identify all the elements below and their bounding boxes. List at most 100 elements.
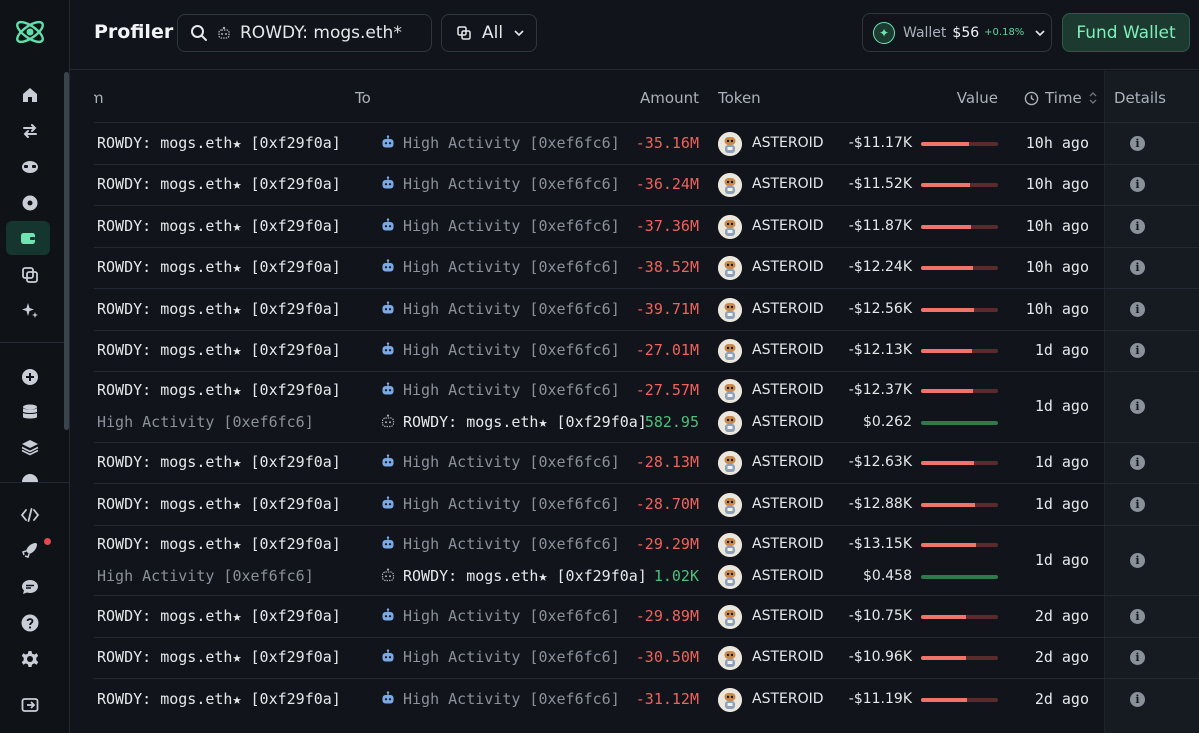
wallet-icon[interactable] xyxy=(6,221,50,255)
to-address[interactable]: ROWDY: mogs.eth★ [0xf29f0a] xyxy=(380,567,647,585)
plus-circle-icon[interactable] xyxy=(13,362,47,392)
from-address[interactable]: ROWDY: mogs.eth★ [0xf29f0a] xyxy=(97,453,341,472)
token-name[interactable]: ASTEROID xyxy=(752,300,824,317)
info-icon[interactable]: i xyxy=(1130,135,1145,151)
from-address[interactable]: ROWDY: mogs.eth★ [0xf29f0a] xyxy=(97,216,341,235)
filter-dropdown[interactable]: All xyxy=(441,14,537,52)
table-row[interactable]: ROWDY: mogs.eth★ [0xf29f0a] High Activity… xyxy=(94,441,1199,484)
token-name[interactable]: ASTEROID xyxy=(752,454,824,471)
column-header-from[interactable]: m xyxy=(94,89,104,107)
to-address[interactable]: High Activity [0xef6fc6] xyxy=(380,217,620,235)
info-icon[interactable]: i xyxy=(1130,301,1145,317)
target-icon[interactable] xyxy=(13,188,47,218)
to-address[interactable]: High Activity [0xef6fc6] xyxy=(380,453,620,471)
token-name[interactable]: ASTEROID xyxy=(752,176,824,193)
sparkle-icon[interactable] xyxy=(13,296,47,326)
token-name[interactable]: ASTEROID xyxy=(752,607,824,624)
to-address[interactable]: ROWDY: mogs.eth★ [0xf29f0a] xyxy=(380,413,647,431)
logo-icon[interactable] xyxy=(12,14,48,50)
swap-icon[interactable] xyxy=(13,116,47,146)
glasses-icon[interactable] xyxy=(13,152,47,182)
settings-icon[interactable] xyxy=(13,644,47,674)
table-row[interactable]: ROWDY: mogs.eth★ [0xf29f0a] High Activity… xyxy=(94,524,1199,596)
rocket-icon[interactable] xyxy=(13,535,51,565)
from-address[interactable]: ROWDY: mogs.eth★ [0xf29f0a] xyxy=(97,381,341,399)
fund-wallet-button[interactable]: Fund Wallet xyxy=(1062,13,1190,52)
from-address[interactable]: ROWDY: mogs.eth★ [0xf29f0a] xyxy=(97,299,341,318)
table-row[interactable]: ROWDY: mogs.eth★ [0xf29f0a] High Activity… xyxy=(94,329,1199,372)
from-address[interactable]: High Activity [0xef6fc6] xyxy=(97,566,314,585)
table-row[interactable]: ROWDY: mogs.eth★ [0xf29f0a] High Activity… xyxy=(94,288,1199,330)
column-header-amount[interactable]: Amount xyxy=(640,89,699,107)
token-name[interactable]: ASTEROID xyxy=(752,342,824,359)
search-input[interactable]: ROWDY: mogs.eth* xyxy=(177,14,432,52)
from-address[interactable]: ROWDY: mogs.eth★ [0xf29f0a] xyxy=(97,341,341,360)
info-icon[interactable]: i xyxy=(1130,455,1145,471)
from-address[interactable]: ROWDY: mogs.eth★ [0xf29f0a] xyxy=(97,606,341,625)
info-icon[interactable]: i xyxy=(1130,552,1145,568)
column-header-to[interactable]: To xyxy=(355,89,371,107)
token-name[interactable]: ASTEROID xyxy=(752,134,824,151)
from-address[interactable]: ROWDY: mogs.eth★ [0xf29f0a] xyxy=(97,133,341,152)
token-name[interactable]: ASTEROID xyxy=(752,567,824,584)
from-address[interactable]: ROWDY: mogs.eth★ [0xf29f0a] xyxy=(97,175,341,194)
to-address[interactable]: High Activity [0xef6fc6] xyxy=(380,134,620,152)
info-icon[interactable]: i xyxy=(1130,343,1145,359)
database-icon[interactable] xyxy=(13,397,47,427)
token-name[interactable]: ASTEROID xyxy=(752,690,824,707)
to-address[interactable]: High Activity [0xef6fc6] xyxy=(380,690,620,708)
token-name[interactable]: ASTEROID xyxy=(752,535,824,552)
sidebar-scrollbar[interactable] xyxy=(64,72,69,430)
to-address[interactable]: High Activity [0xef6fc6] xyxy=(380,495,620,513)
from-address[interactable]: ROWDY: mogs.eth★ [0xf29f0a] xyxy=(97,258,341,277)
from-address[interactable]: ROWDY: mogs.eth★ [0xf29f0a] xyxy=(97,534,341,553)
table-row[interactable]: ROWDY: mogs.eth★ [0xf29f0a] High Activity… xyxy=(94,595,1199,637)
to-address[interactable]: High Activity [0xef6fc6] xyxy=(380,648,620,666)
info-icon[interactable]: i xyxy=(1130,260,1145,276)
table-row[interactable]: ROWDY: mogs.eth★ [0xf29f0a] High Activity… xyxy=(94,483,1199,525)
chat-icon[interactable] xyxy=(13,572,47,602)
info-icon[interactable]: i xyxy=(1130,608,1145,624)
wallet-button[interactable]: ✦ Wallet $56 +0.18% xyxy=(862,13,1052,52)
to-address[interactable]: High Activity [0xef6fc6] xyxy=(380,341,620,359)
code-icon[interactable] xyxy=(13,500,47,530)
info-icon[interactable]: i xyxy=(1130,399,1145,415)
partial-icon[interactable] xyxy=(13,466,47,482)
from-address[interactable]: High Activity [0xef6fc6] xyxy=(97,413,314,431)
to-address[interactable]: High Activity [0xef6fc6] xyxy=(380,300,620,318)
from-address[interactable]: ROWDY: mogs.eth★ [0xf29f0a] xyxy=(97,494,341,513)
copy-icon[interactable] xyxy=(13,260,47,290)
token-name[interactable]: ASTEROID xyxy=(752,259,824,276)
logout-icon[interactable] xyxy=(13,690,47,720)
to-address[interactable]: High Activity [0xef6fc6] xyxy=(380,535,620,553)
token-name[interactable]: ASTEROID xyxy=(752,649,824,666)
column-header-time[interactable]: Time xyxy=(1024,89,1098,107)
to-address[interactable]: High Activity [0xef6fc6] xyxy=(380,607,620,625)
column-header-value[interactable]: Value xyxy=(956,89,998,107)
table-row[interactable]: ROWDY: mogs.eth★ [0xf29f0a] High Activity… xyxy=(94,246,1199,289)
table-row[interactable]: ROWDY: mogs.eth★ [0xf29f0a] High Activity… xyxy=(94,678,1199,720)
info-icon[interactable]: i xyxy=(1130,218,1145,234)
info-icon[interactable]: i xyxy=(1130,496,1145,512)
table-row[interactable]: ROWDY: mogs.eth★ [0xf29f0a] High Activity… xyxy=(94,205,1199,247)
from-address[interactable]: ROWDY: mogs.eth★ [0xf29f0a] xyxy=(97,689,341,708)
to-address[interactable]: High Activity [0xef6fc6] xyxy=(380,381,620,399)
token-name[interactable]: ASTEROID xyxy=(752,495,824,512)
info-icon[interactable]: i xyxy=(1130,650,1145,666)
token-name[interactable]: ASTEROID xyxy=(752,217,824,234)
to-address[interactable]: High Activity [0xef6fc6] xyxy=(380,175,620,193)
home-icon[interactable] xyxy=(13,80,47,110)
token-name[interactable]: ASTEROID xyxy=(752,382,824,398)
table-row[interactable]: ROWDY: mogs.eth★ [0xf29f0a] High Activity… xyxy=(94,371,1199,442)
table-row[interactable]: ROWDY: mogs.eth★ [0xf29f0a] High Activity… xyxy=(94,122,1199,164)
table-row[interactable]: ROWDY: mogs.eth★ [0xf29f0a] High Activity… xyxy=(94,163,1199,206)
to-address[interactable]: High Activity [0xef6fc6] xyxy=(380,258,620,276)
token-name[interactable]: ASTEROID xyxy=(752,414,824,430)
help-icon[interactable] xyxy=(13,608,47,638)
table-row[interactable]: ROWDY: mogs.eth★ [0xf29f0a] High Activity… xyxy=(94,636,1199,679)
column-header-token[interactable]: Token xyxy=(718,89,761,107)
info-icon[interactable]: i xyxy=(1130,691,1145,707)
layers-icon[interactable] xyxy=(13,432,47,462)
info-icon[interactable]: i xyxy=(1130,177,1145,193)
from-address[interactable]: ROWDY: mogs.eth★ [0xf29f0a] xyxy=(97,648,341,667)
